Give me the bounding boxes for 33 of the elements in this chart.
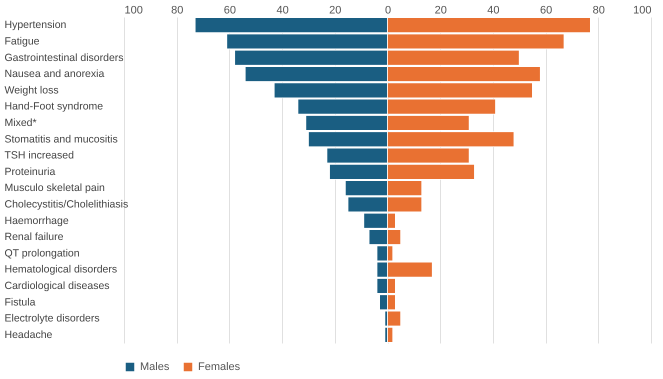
y-tick-label: Cardiological diseases	[4, 280, 110, 292]
y-tick-label: Mixed*	[4, 116, 37, 129]
x-tick-label: 80	[171, 4, 184, 16]
y-tick-label: Fistula	[4, 296, 36, 308]
y-tick-label: Fatigue	[4, 35, 40, 48]
y-tick-label: Nausea and anorexia	[4, 68, 104, 80]
y-tick-label: Proteinuria	[4, 166, 56, 178]
y-tick-label: Hand-Foot syndrome	[4, 100, 104, 113]
y-tick-label: Haemorrhage	[4, 214, 69, 227]
x-tick-label: 20	[434, 4, 447, 16]
y-tick-label: Musculo skeletal pain	[4, 182, 106, 194]
y-tick-label: Gastrointestinal disorders	[4, 52, 124, 64]
x-tick-label: 80	[592, 4, 605, 16]
x-tick-label: 60	[540, 4, 552, 16]
legend-label: Females	[198, 361, 241, 373]
x-tick-label: 20	[329, 4, 342, 16]
x-tick-label: 0	[384, 4, 392, 16]
x-tick-label: 100	[124, 4, 143, 16]
y-tick-label: Weight loss	[4, 84, 59, 96]
y-tick-label: TSH increased	[4, 150, 74, 162]
y-tick-label: Cholecystitis/Cholelithiasis	[4, 198, 128, 210]
x-tick-label: 40	[276, 4, 289, 16]
y-tick-label: Stomatitis and mucositis	[4, 133, 118, 146]
y-tick-label: Hypertension	[4, 19, 67, 32]
legend-label: Males	[140, 361, 170, 373]
x-tick-label: 60	[224, 4, 236, 16]
x-tick-label: 40	[487, 4, 500, 16]
y-tick-label: Electrolyte disorders	[4, 312, 100, 325]
y-tick-label: Renal failure	[4, 231, 64, 244]
y-tick-label: Headache	[4, 328, 53, 341]
y-tick-label: QT prolongation	[4, 247, 80, 260]
y-tick-label: Hematological disorders	[4, 264, 118, 276]
x-tick-label: 100	[633, 4, 652, 16]
